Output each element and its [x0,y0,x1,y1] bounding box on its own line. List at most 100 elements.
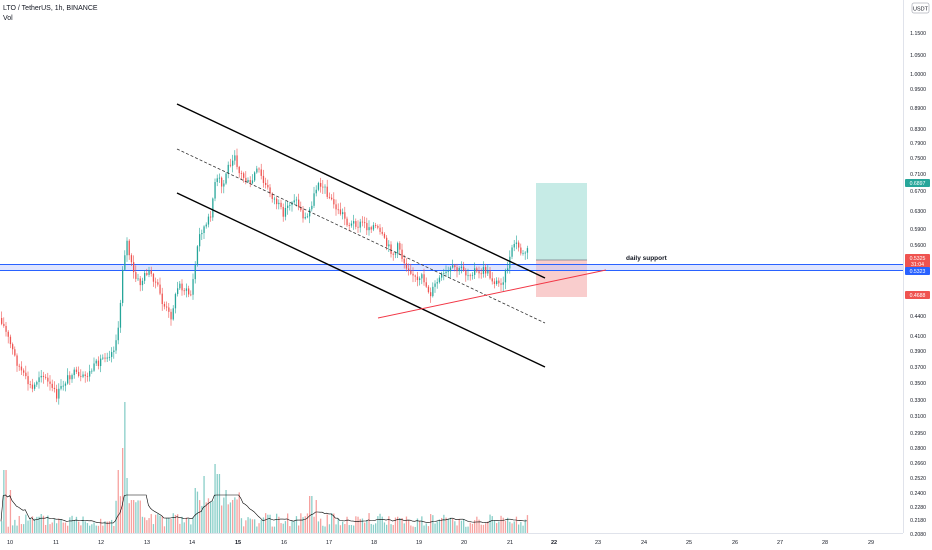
time-tick-label: 21 [507,540,513,546]
volume-bar [179,523,181,533]
candle-body [218,177,221,179]
time-axis[interactable]: 10 11 12 13 14 15 16 17 18 19 20 21 22 23 24 25 26 27 28 29 [7,540,874,546]
volume-bar [135,502,137,533]
volume-bar [463,519,465,533]
volume-bar [221,505,223,533]
candle-body [126,240,128,256]
candle-body [130,255,133,263]
candle-body [45,376,47,378]
candle-body [23,370,25,373]
volume-bar [262,517,265,533]
volume-bar [289,526,291,533]
candle-body [331,197,333,200]
volume-bar [372,524,375,533]
candle-body [3,323,5,326]
candle-body [388,244,390,247]
volume-bar [256,526,258,533]
volume-bar [337,518,339,533]
price-tick-label: 0.2520 [910,476,926,482]
candle-body [1,318,3,324]
candle-body [522,252,524,254]
volume-bar [302,517,304,533]
volume-bar [34,518,36,533]
candle-body [267,184,269,188]
candle-body [251,180,254,184]
candle-body [78,371,80,376]
volume-bar [62,522,64,533]
candle-body [357,226,359,228]
volume-bar [168,517,170,533]
volume-bar [155,514,157,533]
candle-body [225,173,227,184]
price-tick-label: 0.4400 [910,314,926,320]
candle-body [185,288,188,291]
volume-bar [300,513,302,533]
candle-body [14,349,16,356]
volume-bar [71,515,73,533]
channel-mid-line[interactable] [176,148,546,324]
volume-bar [203,476,205,533]
candle-body [311,205,313,210]
volume-bar [489,514,491,533]
price-tag [905,260,930,268]
candle-body [416,276,419,281]
candle-body [276,198,278,205]
candle-body [441,273,443,278]
time-tick-label: 24 [641,540,647,546]
volume-bar [161,516,163,533]
candle-body [133,262,135,273]
volume-bar [100,518,102,533]
volume-bar [401,518,403,533]
volume-bar [397,516,399,533]
volume-bar [194,488,196,533]
volume-bar [170,518,172,533]
time-tick-label: 22 [551,540,557,546]
support-band [0,264,903,271]
price-axis[interactable]: 1.1500 1.0500 1.0000 0.9500 0.8900 0.8300 0.79… [910,31,926,538]
volume-bar [75,516,78,533]
volume-bar [144,517,146,533]
volume-bar [322,525,324,533]
volume-bar [443,514,445,533]
price-tick-label: 0.2400 [910,491,926,497]
volume-bar [320,518,322,533]
rising-trendline[interactable] [377,269,607,319]
volume-bar [53,518,56,533]
price-tag-label: 0.6897 [910,181,926,187]
volume-ma-line [0,494,527,524]
channel-upper-line[interactable] [176,103,546,279]
drawings[interactable] [176,103,607,368]
candle-body [188,288,190,295]
volume-bar [331,513,333,533]
candle-body [438,277,441,283]
candle-body [511,247,513,257]
volume-bar [348,525,350,533]
candle-body [518,242,520,248]
volume-bar [174,514,177,533]
candle-body [326,186,328,197]
volume-bar [504,520,507,533]
volume-bar [9,490,12,533]
volume-bar [20,524,23,533]
time-tick-label: 13 [144,540,150,546]
candle-body [135,272,137,279]
volume-bar [364,522,366,533]
candle-body [465,270,467,276]
price-tick-label: 0.2800 [910,446,926,452]
candle-body [344,212,346,219]
volume-bar [245,520,247,533]
volume-bar [148,518,150,533]
volume-bar [485,523,487,533]
volume-bar [271,526,273,533]
candle-body [95,360,97,364]
currency-badge[interactable]: USDT [911,2,930,14]
candle-body [377,225,379,228]
candle-body [122,269,124,303]
channel-lower-line[interactable] [176,192,546,368]
candle-body [361,221,364,223]
candle-body [16,355,18,366]
volume-bar [432,515,434,533]
volume-bars [0,402,529,533]
